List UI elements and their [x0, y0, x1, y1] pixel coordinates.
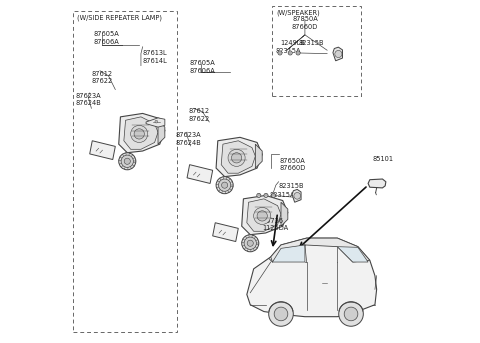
Circle shape: [288, 51, 292, 55]
Circle shape: [257, 193, 261, 198]
Bar: [273, 6, 361, 96]
Text: 82315A: 82315A: [269, 192, 295, 198]
Text: 87650A
87660D: 87650A 87660D: [279, 158, 306, 172]
Text: (W/SPEAKER): (W/SPEAKER): [276, 9, 320, 16]
Polygon shape: [146, 118, 165, 127]
Circle shape: [274, 307, 288, 321]
Circle shape: [335, 50, 342, 58]
Polygon shape: [158, 120, 165, 144]
Polygon shape: [273, 245, 305, 262]
Polygon shape: [368, 179, 386, 188]
Polygon shape: [242, 196, 288, 235]
Text: (W/SIDE REPEATER LAMP): (W/SIDE REPEATER LAMP): [77, 14, 162, 21]
Circle shape: [247, 240, 253, 246]
Polygon shape: [271, 238, 370, 262]
Circle shape: [155, 120, 157, 123]
Circle shape: [253, 208, 271, 224]
Circle shape: [344, 307, 358, 321]
Circle shape: [271, 193, 276, 198]
Polygon shape: [187, 165, 213, 184]
Circle shape: [231, 153, 242, 163]
Text: 82315B: 82315B: [278, 184, 304, 189]
Circle shape: [134, 129, 144, 139]
Text: 87850A
87660D: 87850A 87660D: [292, 16, 318, 29]
Circle shape: [218, 179, 231, 191]
Text: 87623A
87624B: 87623A 87624B: [75, 93, 101, 106]
Polygon shape: [333, 47, 343, 61]
Text: 82315B: 82315B: [299, 40, 324, 46]
Polygon shape: [247, 238, 377, 317]
Polygon shape: [90, 141, 115, 159]
Circle shape: [242, 235, 259, 252]
Circle shape: [296, 51, 300, 55]
Polygon shape: [213, 223, 238, 241]
Polygon shape: [292, 189, 301, 202]
Circle shape: [294, 192, 300, 199]
Polygon shape: [281, 202, 288, 226]
Circle shape: [339, 301, 363, 326]
Circle shape: [131, 126, 148, 142]
Text: 1249LB: 1249LB: [280, 40, 305, 46]
Circle shape: [121, 155, 133, 167]
Polygon shape: [255, 144, 262, 168]
Circle shape: [278, 51, 282, 55]
Polygon shape: [247, 199, 281, 231]
Polygon shape: [221, 141, 255, 173]
Text: 87613L
87614L: 87613L 87614L: [143, 50, 168, 64]
Circle shape: [119, 153, 136, 170]
Circle shape: [124, 158, 131, 164]
Text: 87612
87622: 87612 87622: [91, 71, 113, 84]
Circle shape: [269, 301, 293, 326]
Circle shape: [216, 177, 233, 194]
Polygon shape: [124, 117, 158, 149]
Polygon shape: [119, 114, 165, 153]
Text: 87612
87622: 87612 87622: [189, 108, 210, 122]
Circle shape: [244, 237, 256, 249]
Bar: [73, 11, 177, 332]
Circle shape: [222, 182, 228, 188]
Circle shape: [228, 149, 245, 166]
Text: 87605A
87606A: 87605A 87606A: [94, 32, 120, 45]
Circle shape: [257, 211, 267, 221]
Polygon shape: [337, 247, 368, 262]
Text: 87623A
87624B: 87623A 87624B: [175, 132, 201, 146]
Text: 95736
1125DA: 95736 1125DA: [262, 217, 288, 231]
Text: 82315A: 82315A: [276, 48, 301, 54]
Circle shape: [264, 193, 268, 198]
Text: 85101: 85101: [372, 156, 393, 162]
Text: 87605A
87606A: 87605A 87606A: [190, 60, 216, 74]
Polygon shape: [216, 137, 262, 177]
